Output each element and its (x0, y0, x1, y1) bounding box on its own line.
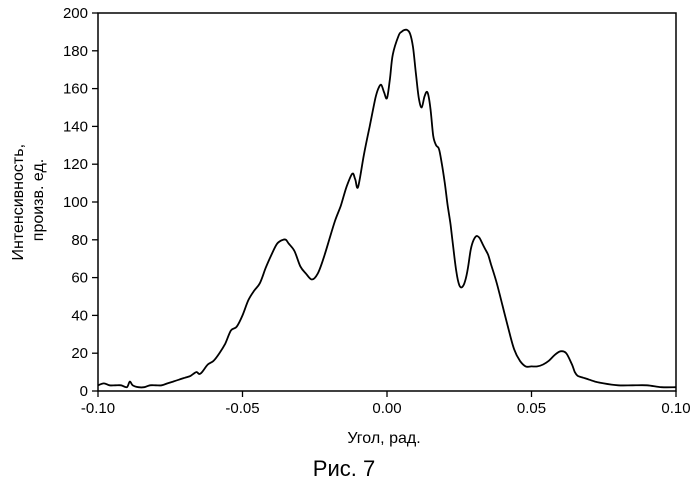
y-tick-label: 40 (71, 307, 88, 324)
x-tick-label: -0.10 (81, 400, 115, 417)
y-axis-label-line-2: произв. ед. (30, 159, 47, 241)
y-tick-label: 80 (71, 232, 88, 249)
figure-caption: Рис. 7 (313, 456, 375, 481)
x-tick-label: 0.05 (517, 400, 546, 417)
y-tick-label: 160 (63, 81, 88, 98)
y-tick-label: 0 (80, 383, 88, 400)
y-tick-label: 120 (63, 156, 88, 173)
x-tick-label: 0.10 (661, 400, 690, 417)
x-tick-label: -0.05 (225, 400, 259, 417)
y-axis-label-line-1: Интенсивность, (10, 144, 27, 261)
y-tick-label: 100 (63, 194, 88, 211)
x-axis-label: Угол, рад. (347, 430, 420, 447)
y-tick-label: 140 (63, 118, 88, 135)
y-tick-label: 180 (63, 43, 88, 60)
x-tick-label: 0.00 (372, 400, 401, 417)
y-tick-label: 20 (71, 345, 88, 362)
y-tick-label: 200 (63, 5, 88, 22)
y-tick-label: 60 (71, 270, 88, 287)
